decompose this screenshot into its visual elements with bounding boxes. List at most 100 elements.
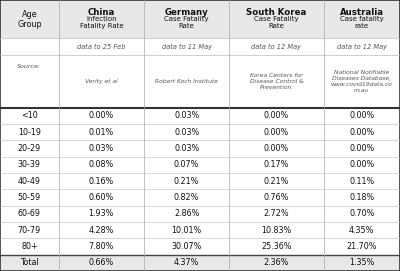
Text: Robert Koch Institute: Robert Koch Institute	[155, 79, 218, 84]
Bar	[324, 140, 400, 157]
Text: Case Fatality
Rate: Case Fatality Rate	[254, 16, 299, 29]
Text: Age
Group: Age Group	[17, 9, 42, 29]
Text: 10-19: 10-19	[18, 128, 41, 137]
Bar	[0, 157, 59, 173]
Text: Case fatality
rate: Case fatality rate	[340, 16, 384, 29]
Bar	[0, 124, 59, 140]
Bar	[229, 238, 324, 255]
Bar	[0, 222, 59, 238]
Text: 0.00%: 0.00%	[264, 111, 289, 120]
Text: 0.60%: 0.60%	[89, 193, 114, 202]
Bar	[324, 189, 400, 206]
Bar	[59, 255, 144, 271]
Text: 2.36%: 2.36%	[264, 258, 289, 267]
Bar	[144, 55, 229, 108]
Text: Korea Centers for
Disease Control &
Prevention: Korea Centers for Disease Control & Prev…	[250, 73, 303, 90]
Text: 4.28%: 4.28%	[89, 226, 114, 235]
Text: 2.86%: 2.86%	[174, 209, 199, 218]
Bar	[0, 189, 59, 206]
Bar	[59, 222, 144, 238]
Text: 30.07%: 30.07%	[172, 242, 202, 251]
Bar	[324, 238, 400, 255]
Text: 0.18%: 0.18%	[349, 193, 374, 202]
Text: Case Fatality
Rate: Case Fatality Rate	[164, 16, 209, 29]
Bar	[59, 238, 144, 255]
Text: 0.03%: 0.03%	[174, 144, 199, 153]
Text: National Notifiable
Diseases Database,
www.covid19data.co
m.au: National Notifiable Diseases Database, w…	[331, 70, 393, 93]
Text: 60-69: 60-69	[18, 209, 41, 218]
Text: data to 25 Feb: data to 25 Feb	[77, 44, 126, 50]
Text: 0.00%: 0.00%	[349, 144, 374, 153]
Bar	[144, 222, 229, 238]
Text: Total: Total	[20, 258, 39, 267]
Bar	[229, 140, 324, 157]
Text: China: China	[88, 8, 115, 17]
Bar	[229, 173, 324, 189]
Text: 0.03%: 0.03%	[89, 144, 114, 153]
Text: 0.00%: 0.00%	[349, 160, 374, 169]
Text: 0.76%: 0.76%	[264, 193, 289, 202]
Bar	[144, 0, 229, 38]
Bar	[59, 206, 144, 222]
Text: 0.00%: 0.00%	[349, 128, 374, 137]
Text: 0.07%: 0.07%	[174, 160, 199, 169]
Text: data to 12 May: data to 12 May	[337, 44, 387, 50]
Bar	[0, 55, 59, 108]
Bar	[324, 255, 400, 271]
Bar	[144, 255, 229, 271]
Bar	[0, 140, 59, 157]
Bar	[144, 157, 229, 173]
Bar	[0, 173, 59, 189]
Bar	[59, 0, 144, 38]
Bar	[144, 238, 229, 255]
Bar	[59, 108, 144, 124]
Text: 25.36%: 25.36%	[261, 242, 292, 251]
Text: 0.17%: 0.17%	[264, 160, 289, 169]
Bar	[324, 124, 400, 140]
Bar	[229, 222, 324, 238]
Bar	[144, 38, 229, 55]
Text: data to 12 May: data to 12 May	[252, 44, 302, 50]
Text: 4.37%: 4.37%	[174, 258, 199, 267]
Text: Source:: Source:	[17, 64, 41, 69]
Text: 0.00%: 0.00%	[264, 144, 289, 153]
Bar	[324, 38, 400, 55]
Bar	[229, 157, 324, 173]
Text: 0.00%: 0.00%	[349, 111, 374, 120]
Bar	[229, 206, 324, 222]
Text: <10: <10	[21, 111, 38, 120]
Text: 0.82%: 0.82%	[174, 193, 199, 202]
Bar	[324, 0, 400, 38]
Bar	[324, 206, 400, 222]
Bar	[0, 255, 59, 271]
Text: 80+: 80+	[21, 242, 38, 251]
Text: 0.01%: 0.01%	[89, 128, 114, 137]
Text: Verity et al: Verity et al	[85, 79, 118, 84]
Bar	[144, 140, 229, 157]
Text: 0.16%: 0.16%	[89, 177, 114, 186]
Bar	[229, 55, 324, 108]
Bar	[324, 222, 400, 238]
Bar	[144, 173, 229, 189]
Text: 0.70%: 0.70%	[349, 209, 374, 218]
Bar	[229, 0, 324, 38]
Text: 21.70%: 21.70%	[346, 242, 377, 251]
Bar	[144, 189, 229, 206]
Text: 0.00%: 0.00%	[264, 128, 289, 137]
Text: 4.35%: 4.35%	[349, 226, 374, 235]
Bar	[59, 140, 144, 157]
Text: 10.01%: 10.01%	[172, 226, 202, 235]
Bar	[144, 124, 229, 140]
Bar	[324, 108, 400, 124]
Text: 0.00%: 0.00%	[89, 111, 114, 120]
Bar	[229, 189, 324, 206]
Bar	[59, 124, 144, 140]
Text: 40-49: 40-49	[18, 177, 41, 186]
Text: 7.80%: 7.80%	[89, 242, 114, 251]
Bar	[324, 157, 400, 173]
Text: 70-79: 70-79	[18, 226, 41, 235]
Text: Infection
Fatality Rate: Infection Fatality Rate	[80, 16, 123, 29]
Bar	[324, 55, 400, 108]
Text: 0.11%: 0.11%	[349, 177, 374, 186]
Text: 30-39: 30-39	[18, 160, 41, 169]
